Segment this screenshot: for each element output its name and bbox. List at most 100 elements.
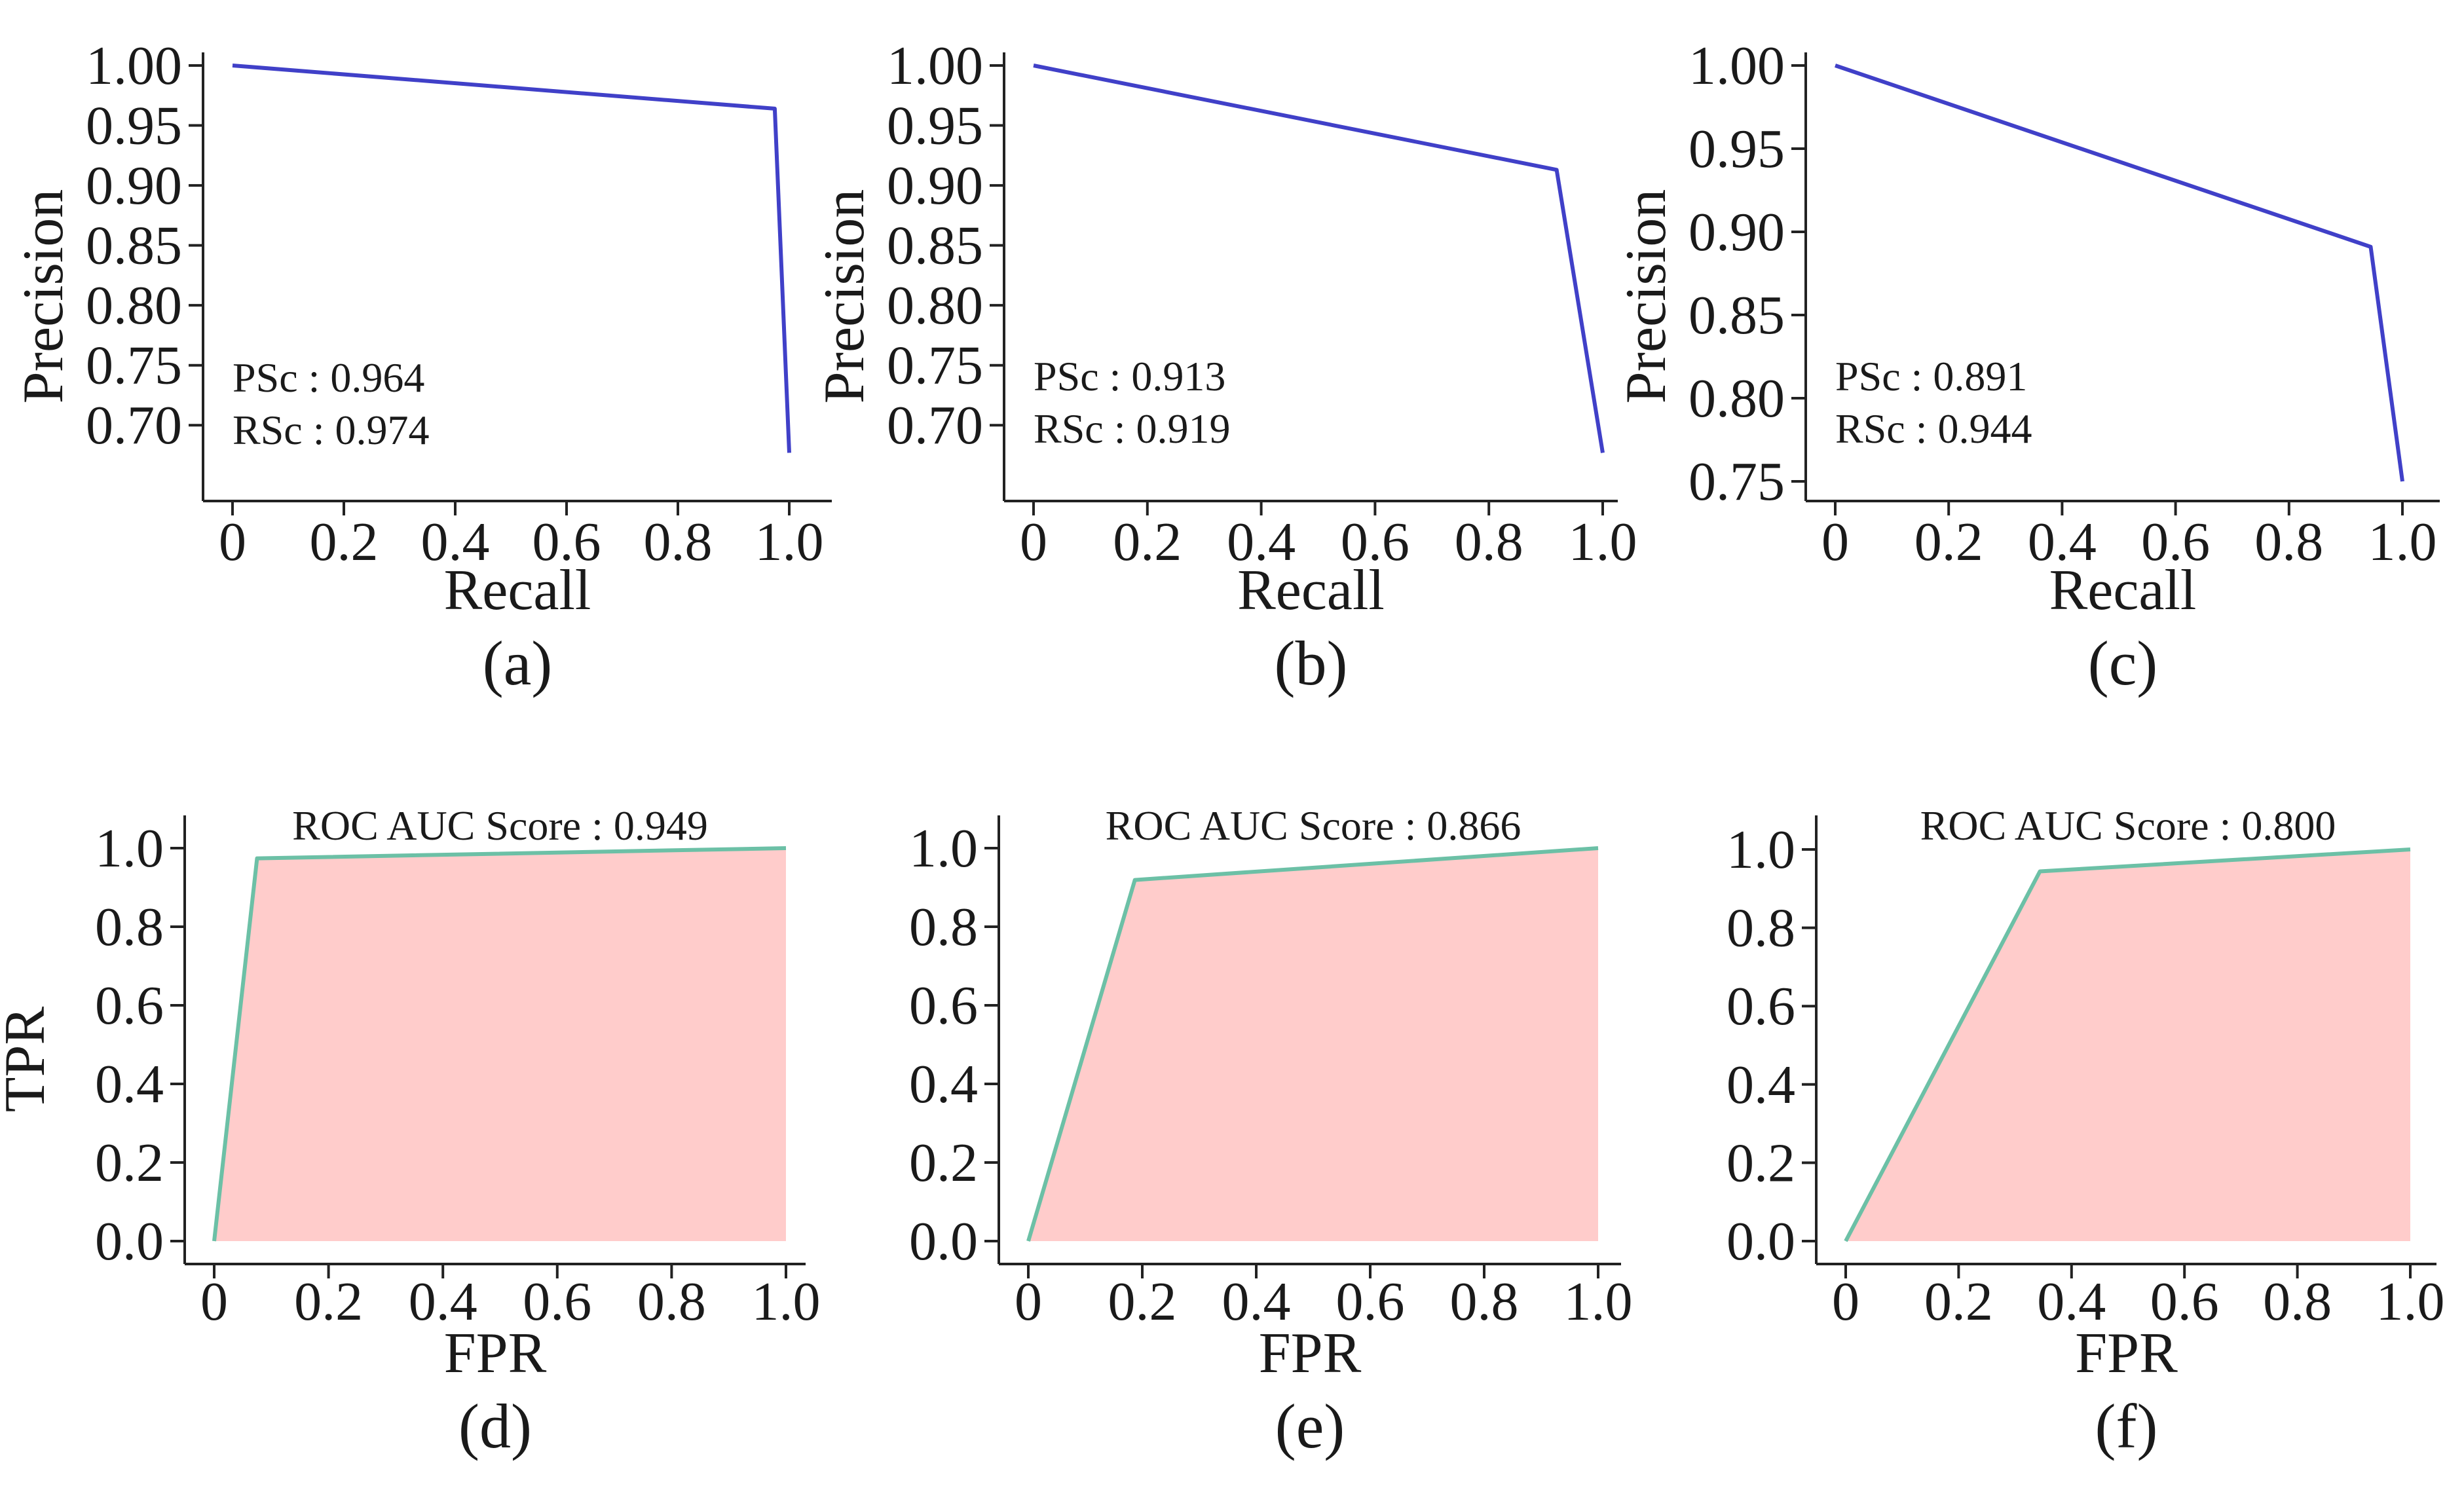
x-tick-label: 1.0 [1564, 1271, 1633, 1332]
y-axis-title: Precision [813, 189, 876, 404]
x-tick-label: 0.4 [2037, 1271, 2106, 1332]
y-tick-label: 0.85 [887, 215, 983, 276]
roc-area-fill [1028, 848, 1598, 1241]
pr-curve [232, 64, 791, 453]
x-tick-label: 0.4 [2028, 512, 2097, 572]
y-tick-label: 0.0 [909, 1211, 978, 1272]
roc-area-fill [1846, 849, 2410, 1241]
x-tick-label: 1.0 [2376, 1271, 2445, 1332]
x-tick-label: 0.6 [1336, 1271, 1405, 1332]
x-tick-label: 0.2 [1914, 512, 1983, 572]
y-axis-title: TPR [0, 1007, 57, 1113]
y-tick-label: 0.90 [86, 155, 182, 216]
y-tick-label: 0.6 [95, 975, 164, 1036]
x-tick-label: 0.8 [2263, 1271, 2332, 1332]
y-tick-label: 0.80 [1689, 368, 1785, 429]
score-annotation: PSc : 0.964 [233, 354, 424, 401]
y-tick-label: 0.75 [86, 335, 182, 396]
chart-title: ROC AUC Score : 0.866 [1106, 802, 1521, 849]
chart-panel-2: 0.700.750.800.850.900.951.00 0 0.2 0.4 0.6 0.… [813, 35, 1637, 698]
chart-panel-5: 0.0 0.2 0.4 0.6 0.8 1.0 0 0.2 0.4 0.6 0.8 1.0 FPR(e)… [909, 802, 1633, 1461]
x-tick-label: 1.0 [2368, 512, 2437, 572]
roc-curve [212, 846, 787, 1242]
roc-curve [1026, 846, 1599, 1242]
x-axis-title: FPR [1259, 1322, 1362, 1385]
x-tick-label: 0.8 [644, 512, 713, 572]
x-tick-label: 0 [200, 1271, 228, 1332]
x-tick-label: 0.6 [1341, 512, 1409, 572]
x-axis-title: Recall [2049, 559, 2197, 622]
y-tick-label: 0.2 [95, 1132, 164, 1193]
score-annotation: PSc : 0.891 [1835, 353, 2027, 400]
x-tick-label: 0.2 [310, 512, 379, 572]
y-tick-label: 0.2 [1727, 1132, 1795, 1193]
x-axis-title: FPR [2075, 1322, 2178, 1385]
score-annotation: RSc : 0.919 [1034, 405, 1230, 452]
x-tick-label: 0.6 [2141, 512, 2210, 572]
y-tick-label: 0.8 [95, 897, 164, 958]
panel-label: (b) [1275, 628, 1348, 698]
chart-panel-4: 0.0 0.2 0.4 0.6 0.8 1.0 0 0.2 0.4 0.6 0.8 1.0 FPR TPR… [0, 802, 821, 1461]
score-annotation: RSc : 0.944 [1835, 405, 2032, 452]
panel-label: (e) [1275, 1391, 1345, 1461]
chart-title: ROC AUC Score : 0.949 [292, 802, 708, 849]
x-axis-title: Recall [1237, 559, 1385, 622]
y-tick-label: 1.0 [909, 818, 978, 879]
x-tick-label: 0.8 [1455, 512, 1523, 572]
y-tick-label: 0.70 [86, 395, 182, 456]
y-tick-label: 0.90 [887, 155, 983, 216]
x-tick-label: 0.8 [637, 1271, 706, 1332]
x-tick-label: 0 [1015, 1271, 1042, 1332]
x-tick-label: 0 [1832, 1271, 1859, 1332]
y-tick-label: 0.6 [909, 975, 978, 1036]
chart-title: ROC AUC Score : 0.800 [1920, 802, 2336, 849]
panel-label: (f) [2095, 1391, 2158, 1461]
x-tick-label: 0.2 [294, 1271, 363, 1332]
x-tick-label: 0.2 [1108, 1271, 1177, 1332]
x-axis-title: FPR [444, 1322, 547, 1385]
x-tick-label: 0.6 [2150, 1271, 2219, 1332]
y-tick-label: 0.2 [909, 1132, 978, 1193]
score-annotation: RSc : 0.974 [233, 407, 429, 453]
y-axis-title: Precision [1615, 189, 1678, 404]
roc-area-fill [214, 848, 786, 1241]
y-tick-label: 0.85 [86, 215, 182, 276]
y-tick-label: 0.8 [909, 897, 978, 958]
x-tick-label: 0.4 [409, 1271, 477, 1332]
y-tick-label: 0.0 [1727, 1211, 1795, 1272]
pr-curve [1835, 64, 2404, 482]
y-tick-label: 0.4 [95, 1054, 164, 1115]
pr-curve [1033, 64, 1605, 453]
x-tick-label: 0 [1821, 512, 1849, 572]
panel-label: (c) [2088, 628, 2158, 698]
y-tick-label: 0.80 [887, 275, 983, 336]
y-tick-label: 1.0 [1727, 819, 1795, 880]
y-tick-label: 0.85 [1689, 285, 1785, 346]
y-tick-label: 0.70 [887, 395, 983, 456]
chart-panel-3: 0.75 0.80 0.85 0.90 0.95 1.00 0 0.2 0.4 0.6 0.8 1.0… [1615, 35, 2440, 698]
x-tick-label: 0.8 [1450, 1271, 1519, 1332]
x-tick-label: 0 [1020, 512, 1047, 572]
x-tick-label: 1.0 [755, 512, 824, 572]
chart-panel-1: 0.700.750.800.850.900.951.00 0 0.2 0.4 0.6 0.… [12, 35, 832, 698]
y-tick-label: 0.90 [1689, 202, 1785, 263]
x-tick-label: 0.6 [532, 512, 601, 572]
x-tick-label: 1.0 [1569, 512, 1637, 572]
chart-panel-6: 0.0 0.2 0.4 0.6 0.8 1.0 0 0.2 0.4 0.6 0.8 1.0 FPR(f)… [1727, 802, 2445, 1461]
x-tick-label: 0.4 [421, 512, 490, 572]
x-tick-label: 0.2 [1113, 512, 1182, 572]
score-annotation: PSc : 0.913 [1034, 353, 1225, 400]
y-tick-label: 1.00 [1689, 35, 1785, 96]
y-tick-label: 1.0 [95, 818, 164, 879]
y-tick-label: 0.75 [1689, 451, 1785, 512]
y-tick-label: 0.95 [887, 96, 983, 157]
panel-label: (a) [483, 628, 553, 698]
x-tick-label: 0.6 [523, 1271, 591, 1332]
x-tick-label: 1.0 [752, 1271, 821, 1332]
y-tick-label: 1.00 [887, 35, 983, 96]
x-tick-label: 0.4 [1227, 512, 1296, 572]
x-tick-label: 0.4 [1222, 1271, 1291, 1332]
y-tick-label: 0.95 [1689, 119, 1785, 179]
